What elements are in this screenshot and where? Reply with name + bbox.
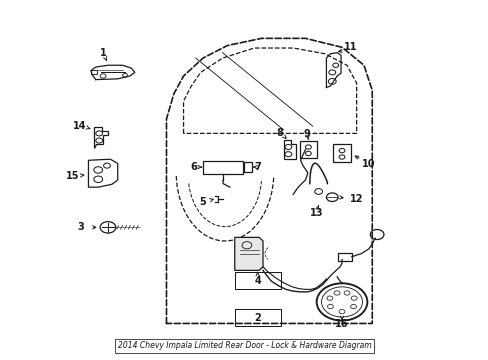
Text: 16: 16 [335, 319, 348, 329]
Text: 13: 13 [309, 208, 323, 218]
Text: 7: 7 [254, 162, 261, 172]
Text: 5: 5 [199, 197, 206, 207]
Text: 2014 Chevy Impala Limited Rear Door - Lock & Hardware Diagram: 2014 Chevy Impala Limited Rear Door - Lo… [118, 341, 370, 350]
Polygon shape [234, 237, 263, 270]
Text: 11: 11 [344, 42, 357, 52]
Bar [332, 144, 350, 162]
Bar [203, 161, 243, 174]
Text: 14: 14 [73, 121, 86, 131]
Text: 1: 1 [100, 48, 106, 58]
Polygon shape [94, 127, 108, 148]
Text: 2: 2 [254, 313, 261, 323]
Text: 12: 12 [349, 194, 363, 204]
Bar [300, 140, 316, 158]
Text: 9: 9 [303, 129, 310, 139]
Text: 3: 3 [78, 222, 84, 232]
Bar [234, 309, 281, 326]
Text: 10: 10 [361, 159, 375, 169]
Bar [91, 70, 97, 74]
Text: 4: 4 [254, 276, 261, 286]
Bar [234, 272, 281, 289]
Polygon shape [88, 159, 118, 187]
Bar [244, 162, 251, 172]
Text: 6: 6 [189, 162, 196, 172]
Bar [337, 253, 351, 261]
Polygon shape [284, 140, 296, 159]
Text: 15: 15 [66, 171, 80, 181]
Text: 8: 8 [276, 129, 283, 138]
